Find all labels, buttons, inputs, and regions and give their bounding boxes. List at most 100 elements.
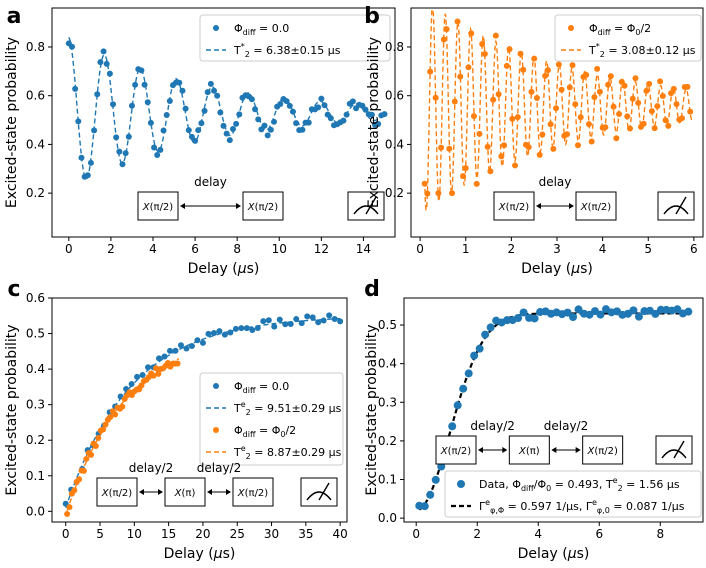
data-point [657, 78, 664, 85]
x-tick-label: 6 [191, 242, 199, 256]
data-point [287, 320, 294, 327]
pulse-sequence-inset: X(π/2) X(π/2) delay [493, 175, 695, 221]
data-point [161, 353, 168, 360]
delay-label: delay/2 [544, 419, 588, 433]
legend-label: T*2​ = 6.38±0.15 μs [233, 42, 341, 59]
pulse-label: X(π/2) [101, 488, 133, 499]
data-point [517, 50, 524, 57]
panel-c: 0 5 10 15 20 25 30 35 40 0.0 0.1 0.2 0.3 0.4 0.5 0.6 Del… [4, 277, 348, 562]
legend-label: Γeφ,Φ​ = 0.597 1/μs, Γeφ,0​ = 0.087 1/μs [479, 498, 685, 515]
data-point [289, 108, 296, 115]
x-tick-label: 25 [230, 527, 245, 541]
pulse-box [493, 191, 535, 221]
data-point [107, 413, 114, 420]
x-tick-label: 12 [314, 242, 329, 256]
delay-label: delay/2 [470, 419, 514, 433]
data-point [277, 101, 284, 108]
data-point [221, 331, 228, 338]
data-point [542, 72, 549, 79]
data-point [283, 98, 290, 105]
y-tick-label: 0.1 [26, 469, 45, 483]
data-point [172, 347, 179, 354]
data-point [550, 145, 557, 152]
y-tick-label: 0.5 [378, 318, 397, 332]
data-point [684, 83, 691, 90]
data-point [286, 102, 293, 109]
legend-frame [444, 470, 702, 518]
data-point [87, 159, 94, 166]
legend-frame [199, 372, 344, 466]
x-tick-label: 0 [412, 527, 420, 541]
x-tick-label: 15 [161, 527, 176, 541]
data-point [451, 98, 458, 105]
pulse-sequence-inset: X(π/2) X(π) X(π/2) delay/2 delay/2 [435, 419, 693, 465]
y-axis-label: Excited-state probability [4, 37, 20, 208]
data-point [122, 150, 129, 157]
data-point [320, 317, 327, 324]
data-point [145, 364, 152, 371]
data-point [553, 105, 560, 112]
data-point [431, 475, 440, 484]
x-tick-label: 0 [416, 242, 424, 256]
data-point [309, 314, 316, 321]
data-point [514, 114, 521, 121]
meter-needle [675, 196, 687, 215]
data-point [627, 125, 633, 132]
data-point [188, 343, 195, 350]
data-point [249, 326, 256, 333]
data-point [261, 122, 268, 129]
delay-label: delay/2 [197, 461, 241, 475]
y-tick-label: 0.4 [378, 357, 397, 371]
data-point [271, 323, 278, 330]
data-point [163, 112, 170, 119]
data-point [673, 101, 680, 108]
data-point [80, 467, 87, 474]
x-tick-label: 4 [534, 527, 542, 541]
x-tick-label: 35 [298, 527, 313, 541]
data-point [585, 121, 592, 128]
data-point [539, 131, 546, 138]
data-point [144, 99, 151, 106]
data-point [512, 162, 519, 169]
data-point [563, 308, 572, 317]
data-point [381, 111, 388, 118]
data-point [227, 329, 234, 336]
y-tick-label: 0.1 [378, 473, 397, 487]
y-tick-label: 0.4 [26, 137, 45, 151]
pulse-box [232, 477, 274, 507]
data-point [446, 145, 453, 152]
data-point [596, 310, 605, 319]
arrow-head [180, 203, 185, 209]
data-point [435, 190, 442, 197]
arrow-head [536, 203, 541, 209]
x-tick-label: 20 [195, 527, 210, 541]
legend-marker [457, 480, 465, 488]
data-point [167, 347, 173, 354]
data-point [267, 126, 274, 133]
data-point [160, 127, 167, 134]
pulse-box [164, 477, 206, 507]
x-tick-label: 2 [508, 242, 516, 256]
data-point [211, 87, 218, 94]
legend-frame [554, 14, 702, 62]
data-point [182, 105, 189, 112]
legend-marker [213, 383, 219, 389]
data-point [368, 111, 375, 118]
x-tick-label: 0 [62, 527, 70, 541]
data-point [119, 403, 126, 410]
data-point [687, 108, 694, 115]
x-tick-label: 10 [127, 527, 142, 541]
x-tick-label: 1 [462, 242, 470, 256]
legend-label: Te2​ = 8.87±0.29 μs [233, 444, 342, 461]
pulse-label: X(π/2) [440, 446, 472, 457]
data-point [217, 109, 224, 116]
data-point [624, 113, 631, 120]
data-point [100, 426, 107, 433]
data-point [662, 117, 669, 124]
data-point [673, 305, 682, 314]
data-point [426, 490, 435, 499]
data-point [100, 48, 107, 55]
data-point [646, 80, 653, 87]
data-point [293, 120, 300, 127]
data-point [343, 111, 350, 118]
